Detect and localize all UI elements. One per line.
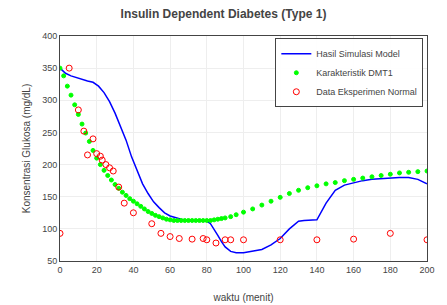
svg-text:0: 0 xyxy=(57,265,62,275)
svg-text:waktu (menit): waktu (menit) xyxy=(212,292,273,303)
svg-text:100: 100 xyxy=(236,265,251,275)
svg-text:Data Eksperimen Normal: Data Eksperimen Normal xyxy=(316,87,417,97)
svg-text:120: 120 xyxy=(273,265,288,275)
svg-text:400: 400 xyxy=(42,31,57,41)
svg-text:150: 150 xyxy=(42,192,57,202)
svg-text:300: 300 xyxy=(42,95,57,105)
svg-text:20: 20 xyxy=(92,265,102,275)
svg-text:60: 60 xyxy=(165,265,175,275)
svg-text:100: 100 xyxy=(42,224,57,234)
svg-text:Insulin Dependent Diabetes (Ty: Insulin Dependent Diabetes (Type 1) xyxy=(121,7,327,21)
svg-text:160: 160 xyxy=(346,265,361,275)
svg-text:Hasil Simulasi Model: Hasil Simulasi Model xyxy=(316,49,400,59)
svg-text:200: 200 xyxy=(42,160,57,170)
svg-text:350: 350 xyxy=(42,63,57,73)
svg-text:Konsentrasi Glukosa (mg/dL): Konsentrasi Glukosa (mg/dL) xyxy=(21,84,32,214)
svg-text:Karakteristik DMT1: Karakteristik DMT1 xyxy=(316,68,393,78)
svg-text:50: 50 xyxy=(47,256,57,266)
svg-text:180: 180 xyxy=(383,265,398,275)
svg-text:250: 250 xyxy=(42,128,57,138)
svg-text:140: 140 xyxy=(309,265,324,275)
svg-text:40: 40 xyxy=(128,265,138,275)
svg-text:200: 200 xyxy=(419,265,434,275)
svg-text:80: 80 xyxy=(202,265,212,275)
